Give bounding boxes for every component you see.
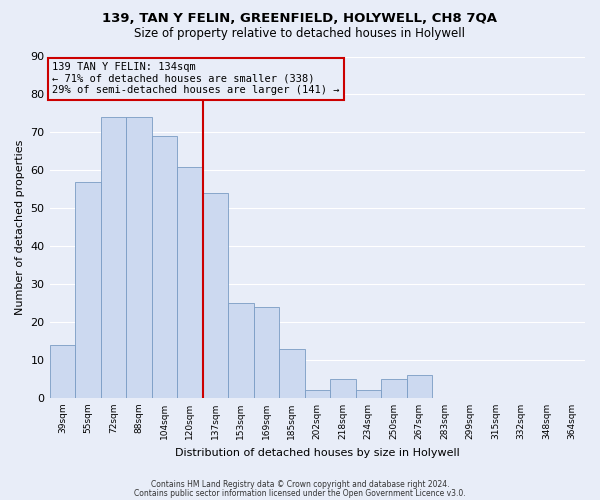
Bar xyxy=(407,375,432,398)
Bar xyxy=(50,345,75,398)
Bar xyxy=(101,117,126,398)
Bar xyxy=(381,379,407,398)
Bar xyxy=(177,166,203,398)
Text: Contains public sector information licensed under the Open Government Licence v3: Contains public sector information licen… xyxy=(134,488,466,498)
Bar xyxy=(203,193,228,398)
Bar xyxy=(254,307,279,398)
X-axis label: Distribution of detached houses by size in Holywell: Distribution of detached houses by size … xyxy=(175,448,460,458)
Y-axis label: Number of detached properties: Number of detached properties xyxy=(15,140,25,315)
Text: 139 TAN Y FELIN: 134sqm
← 71% of detached houses are smaller (338)
29% of semi-d: 139 TAN Y FELIN: 134sqm ← 71% of detache… xyxy=(52,62,340,96)
Bar xyxy=(305,390,330,398)
Bar xyxy=(279,348,305,398)
Bar xyxy=(152,136,177,398)
Bar xyxy=(330,379,356,398)
Text: 139, TAN Y FELIN, GREENFIELD, HOLYWELL, CH8 7QA: 139, TAN Y FELIN, GREENFIELD, HOLYWELL, … xyxy=(103,12,497,26)
Text: Size of property relative to detached houses in Holywell: Size of property relative to detached ho… xyxy=(134,28,466,40)
Bar xyxy=(356,390,381,398)
Bar xyxy=(75,182,101,398)
Bar xyxy=(126,117,152,398)
Text: Contains HM Land Registry data © Crown copyright and database right 2024.: Contains HM Land Registry data © Crown c… xyxy=(151,480,449,489)
Bar xyxy=(228,303,254,398)
